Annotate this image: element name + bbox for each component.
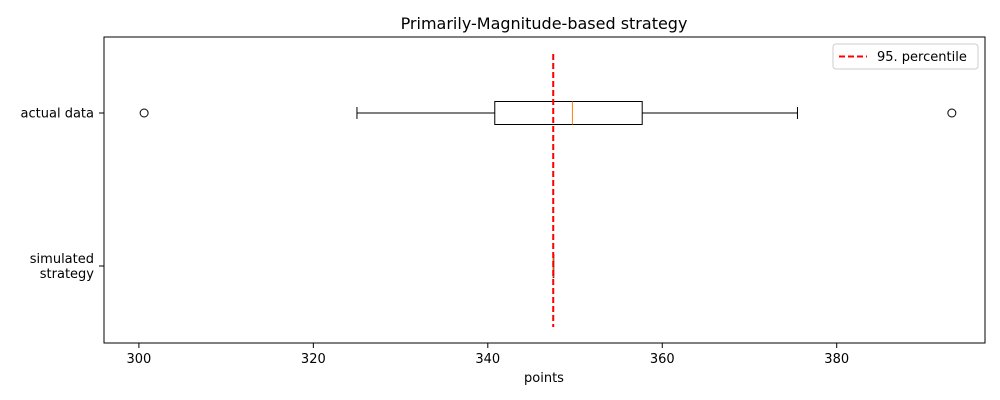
box-actual-data (139, 101, 957, 125)
x-tick-label: 300 (126, 352, 151, 367)
x-tick-label: 380 (824, 352, 849, 367)
outlier-point (947, 108, 957, 118)
x-axis: 300 320 340 360 380 (126, 343, 849, 367)
x-tick-label: 320 (301, 352, 326, 367)
x-axis-label: points (524, 371, 564, 386)
legend: 95. percentile (832, 43, 979, 70)
chart-title: Primarily-Magnitude-based strategy (401, 14, 688, 33)
plot-area (139, 54, 957, 327)
y-tick-label: actual data (21, 107, 94, 122)
y-tick-label: simulated (30, 252, 94, 267)
legend-frame (832, 43, 979, 70)
axes-frame (103, 36, 986, 344)
legend-label-95-percentile: 95. percentile (877, 50, 967, 65)
box-iqr (494, 101, 643, 125)
x-tick-label: 360 (650, 352, 675, 367)
x-tick-label: 340 (475, 352, 500, 367)
y-tick-label: strategy (40, 267, 95, 282)
outlier-point (139, 108, 149, 118)
